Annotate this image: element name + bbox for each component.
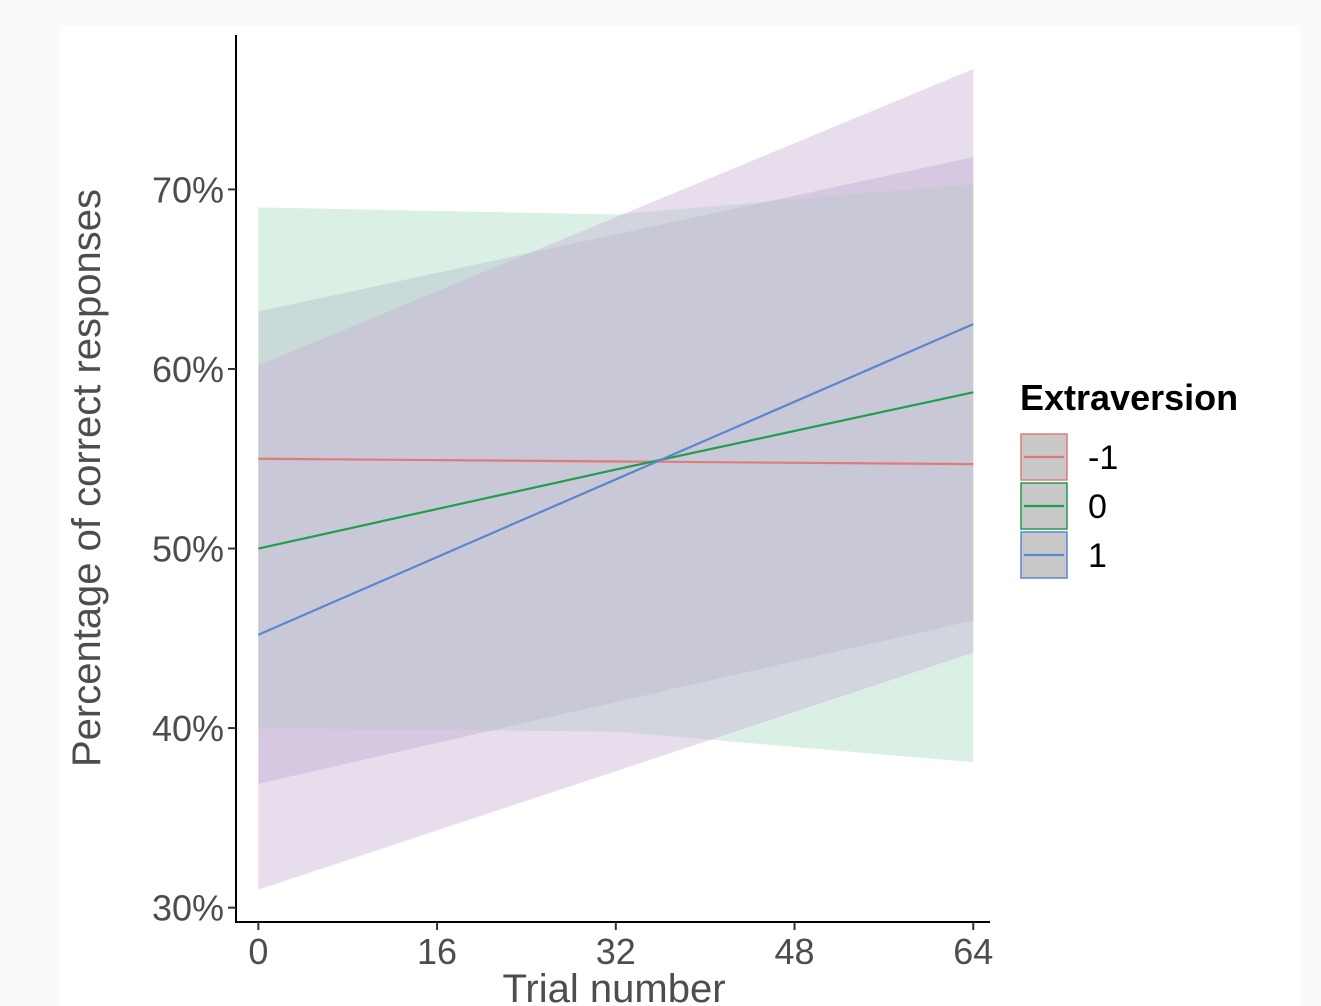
plot-panel: [60, 26, 1300, 1006]
y-tick-label: 70%: [152, 169, 224, 210]
legend-label: -1: [1088, 439, 1118, 477]
y-axis-title: Percentage of correct responses: [65, 189, 109, 767]
legend-label: 1: [1088, 537, 1107, 575]
x-tick-label: 16: [417, 931, 457, 972]
legend-item: 0: [1020, 482, 1107, 530]
axes: [235, 35, 990, 923]
y-tick-label: 40%: [152, 708, 224, 749]
x-tick-label: 32: [596, 931, 636, 972]
line-series-1: [258, 391, 974, 550]
x-tick-label: 48: [774, 931, 814, 972]
legend-label: 0: [1088, 488, 1107, 526]
legend-item: 1: [1020, 531, 1107, 579]
legend-title: Extraversion: [1020, 377, 1238, 418]
ribbon-series-1: [258, 184, 974, 763]
legend-item: -1: [1020, 433, 1118, 481]
y-tick-label: 50%: [152, 529, 224, 570]
line-series-0: [258, 457, 974, 466]
legend: Extraversion -1 0 1: [1020, 377, 1238, 579]
x-tick-label: 64: [953, 931, 993, 972]
y-tick-label: 30%: [152, 888, 224, 929]
x-tick-label: 0: [248, 931, 268, 972]
line-series-2: [257, 323, 974, 636]
ticks: 0 16 32 48 64 30% 40% 50% 60% 70%: [152, 169, 993, 972]
x-axis-title: Trial number: [502, 967, 725, 1006]
y-tick-label: 60%: [152, 349, 224, 390]
series-lines: [257, 323, 974, 636]
